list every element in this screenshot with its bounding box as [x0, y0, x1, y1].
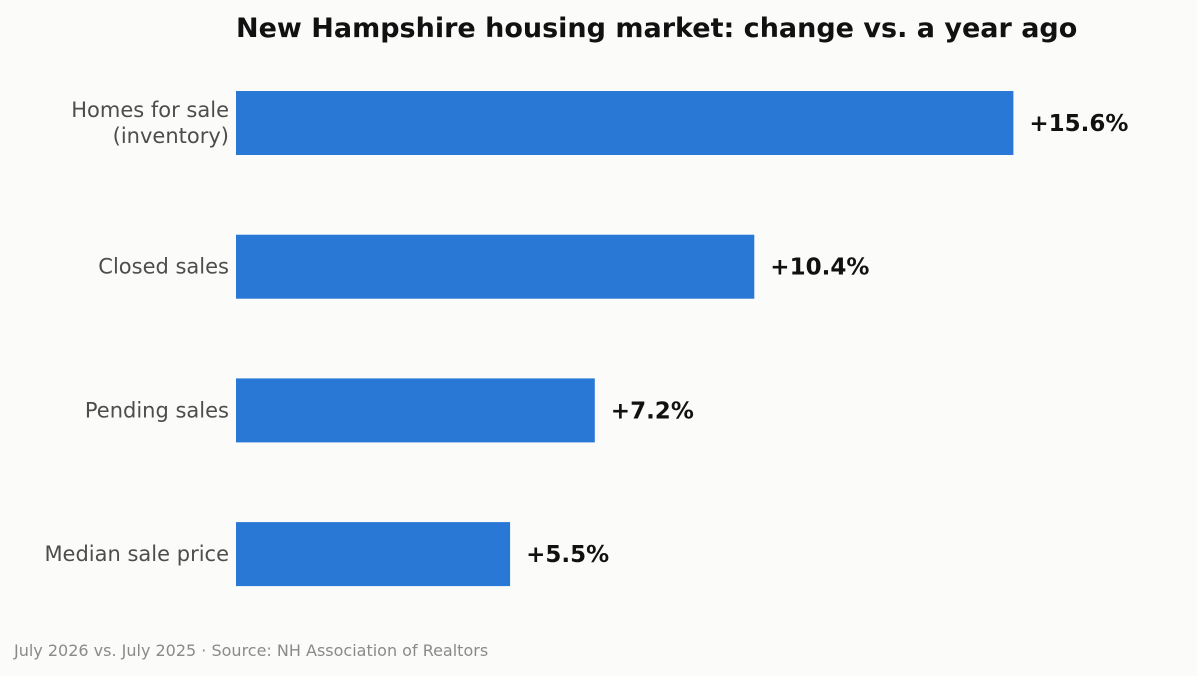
category-label-0-line-0: Homes for sale [71, 98, 229, 122]
plot-area: +15.6% Homes for sale(inventory) +10.4% Clo… [44, 91, 1128, 587]
value-label-1: +10.4% [770, 255, 869, 281]
chart-title: New Hampshire housing market: change vs.… [236, 13, 1077, 44]
value-label-3: +5.5% [526, 542, 609, 568]
chart-footnote: July 2026 vs. July 2025 · Source: NH Ass… [14, 641, 489, 660]
value-label-2: +7.2% [611, 398, 694, 424]
category-label-0-line-1: (inventory) [113, 124, 229, 148]
bar-2 [236, 378, 595, 443]
bar-0 [236, 91, 1014, 155]
bar-1 [236, 234, 755, 299]
value-label-0: +15.6% [1029, 111, 1128, 137]
bar-3 [236, 522, 511, 587]
category-label-2: Pending sales [85, 398, 229, 422]
category-label-3: Median sale price [44, 542, 229, 566]
category-label-1: Closed sales [98, 255, 229, 279]
